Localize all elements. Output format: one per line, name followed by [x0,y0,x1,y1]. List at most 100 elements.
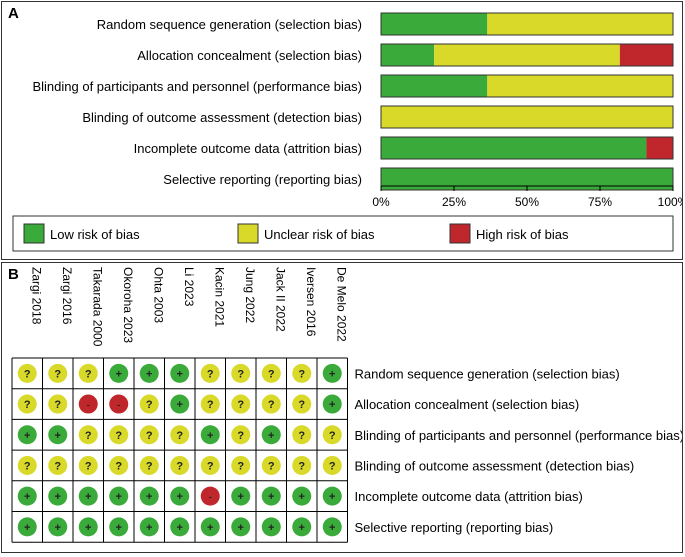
bar-segment-unclear [487,13,673,35]
judgement-symbol: ? [146,430,153,442]
legend-swatch-high [449,223,471,244]
judgement-circle [109,363,129,383]
judgement-symbol: + [268,430,274,442]
judgement-circle [292,363,312,383]
study-label: Iversen 2016 [304,267,318,337]
judgement-symbol: - [87,400,90,410]
legend-label: Unclear risk of bias [264,227,375,242]
judgement-symbol: + [55,522,61,534]
study-label: Li 2023 [182,267,196,307]
judgement-circle [292,455,312,475]
bar-outline [380,136,674,160]
judgement-symbol: + [329,522,335,534]
judgement-symbol: + [299,491,305,503]
judgement-circle [139,517,159,537]
judgement-circle [109,486,129,506]
risk-of-bias-summary-chart: Random sequence generation (selection bi… [12,12,685,252]
judgement-symbol: + [268,491,274,503]
judgement-circle [17,394,37,414]
judgement-symbol: + [207,522,213,534]
judgement-circle [292,394,312,414]
judgement-symbol: + [24,522,30,534]
judgement-circle [200,425,220,445]
judgement-symbol: ? [115,460,122,472]
judgement-symbol: ? [329,460,336,472]
judgement-circle [170,425,190,445]
judgement-circle [200,517,220,537]
judgement-symbol: + [299,522,305,534]
judgement-circle [78,425,98,445]
judgement-circle [78,486,98,506]
study-label: Zargi 2016 [60,267,74,325]
judgement-circle [322,363,342,383]
judgement-circle [200,486,220,506]
category-label: Selective reporting (reporting bias) [163,172,362,187]
category-label: Allocation concealment (selection bias) [137,48,362,63]
judgement-symbol: + [24,491,30,503]
judgement-circle [261,455,281,475]
judgement-circle [322,425,342,445]
judgement-circle [231,425,251,445]
judgement-symbol: ? [85,430,92,442]
judgement-circle [17,455,37,475]
judgement-symbol: + [177,368,183,380]
bar-segment-high [646,137,673,159]
panel-a-letter: A [8,5,19,22]
category-label: Blinding of outcome assessment (detectio… [82,110,362,125]
judgement-circle [17,517,37,537]
bar-segment-low [381,168,673,190]
category-label: Random sequence generation (selection bi… [97,17,362,32]
bar-outline [380,12,674,36]
judgement-circle [170,363,190,383]
judgement-circle [139,455,159,475]
judgement-circle [78,517,98,537]
judgement-circle [261,363,281,383]
x-tick-label: 50% [515,195,539,209]
judgement-circle [48,425,68,445]
legend-label: High risk of bias [476,227,569,242]
bar-segment-high [619,44,673,66]
judgement-circle [78,455,98,475]
judgement-circle [109,517,129,537]
judgement-symbol: + [238,491,244,503]
judgement-symbol: ? [329,430,336,442]
x-tick-label: 75% [588,195,612,209]
judgement-symbol: + [116,522,122,534]
judgement-symbol: ? [237,399,244,411]
judgement-symbol: + [24,430,30,442]
study-label: Okoroha 2023 [121,267,135,343]
judgement-circle [322,486,342,506]
judgement-symbol: + [146,522,152,534]
bar-segment-unclear [434,44,620,66]
bar-segment-unclear [381,106,673,128]
judgement-circle [78,363,98,383]
judgement-symbol: ? [54,368,61,380]
judgement-circle [200,363,220,383]
judgement-symbol: ? [207,460,214,472]
domain-label: Random sequence generation (selection bi… [355,366,620,381]
bar-segment-unclear [487,75,673,97]
domain-label: Blinding of participants and personnel (… [355,428,683,443]
judgement-circle [109,425,129,445]
study-label: De Melo 2022 [334,267,348,342]
judgement-symbol: + [177,522,183,534]
study-label: Jung 2022 [243,267,257,323]
judgement-symbol: + [116,491,122,503]
judgement-symbol: ? [85,368,92,380]
x-tick-label: 25% [442,195,466,209]
judgement-symbol: ? [237,368,244,380]
judgement-symbol: ? [207,399,214,411]
x-tick-label: 0% [372,195,390,209]
judgement-circle [200,394,220,414]
judgement-circle [231,486,251,506]
domain-label: Blinding of outcome assessment (detectio… [355,458,635,473]
study-label: Takarada 2000 [90,267,104,347]
judgement-symbol: + [146,491,152,503]
judgement-circle [261,486,281,506]
judgement-symbol: ? [268,460,275,472]
panel-b-letter: B [8,266,19,283]
risk-of-bias-grid: Zargi 2018 Zargi 2016 Takarada 2000 Okoroha… [11,267,684,543]
judgement-circle [109,394,129,414]
judgement-symbol: ? [298,368,305,380]
judgement-symbol: ? [207,368,214,380]
